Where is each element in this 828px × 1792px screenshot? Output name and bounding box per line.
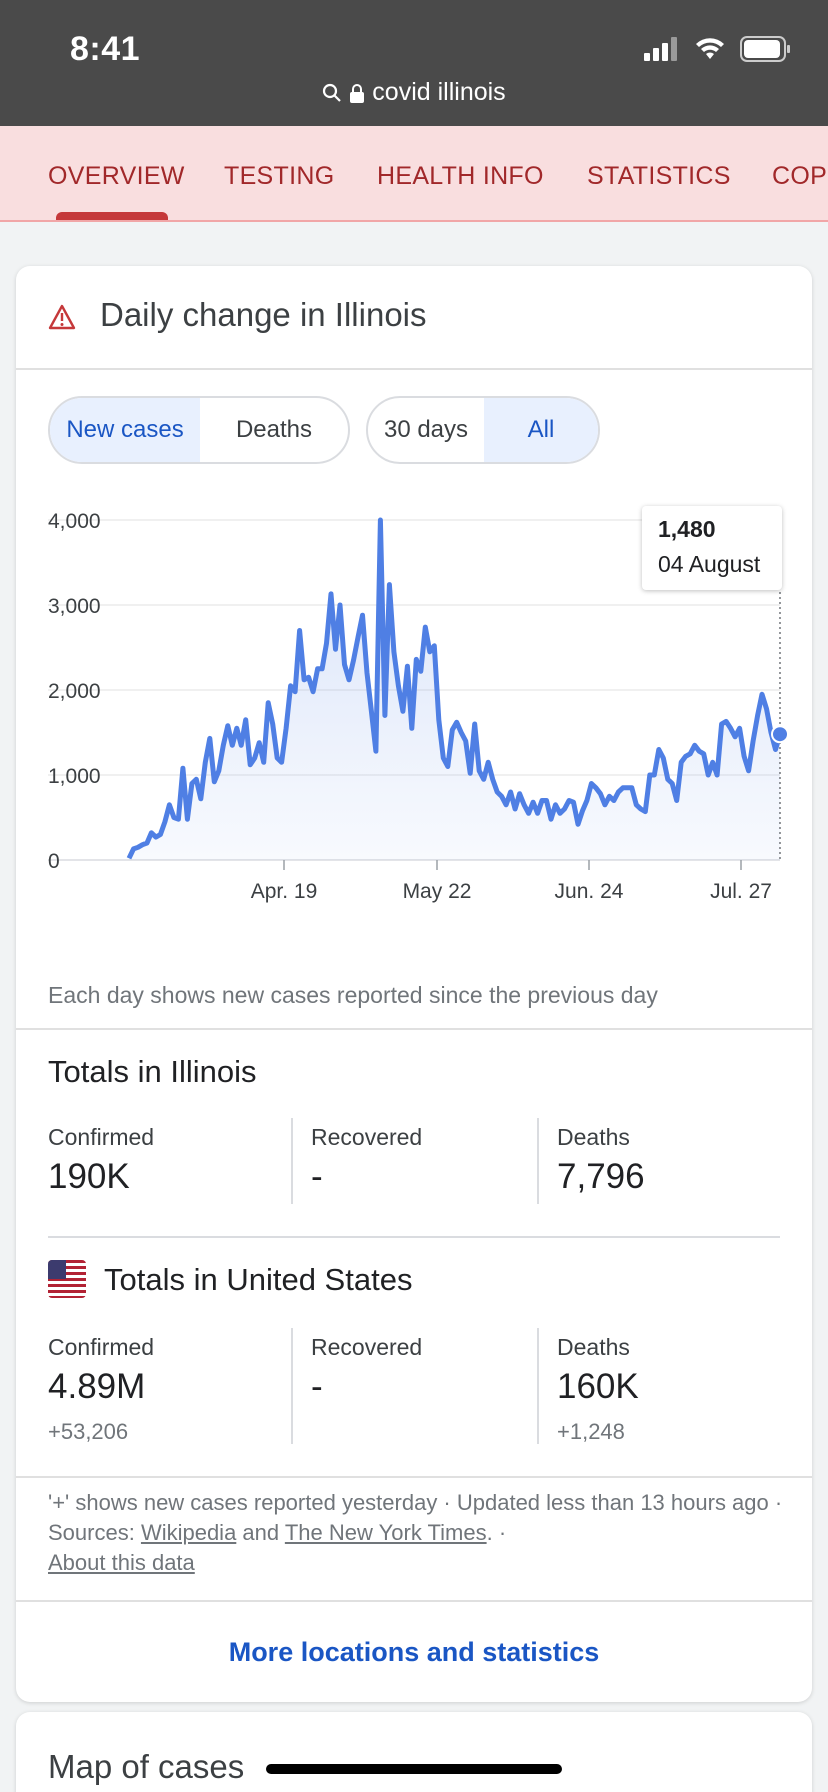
- wikipedia-link[interactable]: Wikipedia: [140, 1520, 237, 1545]
- illinois-deaths: Deaths 7,796: [557, 1124, 797, 1197]
- recovered-label: Recovered: [311, 1124, 423, 1150]
- x-tick-label: May 22: [403, 880, 472, 903]
- confirmed-value: 4.89M: [48, 1367, 146, 1406]
- footnote-text: '+' shows new cases reported yesterday ·…: [48, 1490, 783, 1545]
- search-icon: [323, 83, 342, 102]
- chart-tooltip: 1,480 04 August: [642, 506, 782, 590]
- deaths-value: 160K: [557, 1367, 639, 1406]
- wifi-icon: [696, 38, 724, 59]
- tab-health-info[interactable]: HEALTH INFO: [377, 162, 544, 190]
- deaths-button[interactable]: Deaths: [235, 416, 313, 443]
- url-text: covid illinois: [372, 78, 506, 106]
- x-tick-label: Apr. 19: [251, 880, 318, 903]
- confirmed-delta: +53,206: [48, 1419, 129, 1444]
- cases-area: [129, 520, 780, 860]
- topic-tabs: OVERVIEW TESTING HEALTH INFO STATISTICS …: [0, 126, 828, 222]
- map-title: Map of cases: [48, 1748, 245, 1785]
- more-locations-link[interactable]: More locations and statistics: [228, 1636, 600, 1667]
- divider: [16, 1028, 812, 1030]
- x-tick-label: Jul. 27: [710, 880, 772, 903]
- tab-overview[interactable]: OVERVIEW: [48, 162, 185, 190]
- y-tick-label: 4,000: [48, 510, 101, 533]
- cases-chart[interactable]: 4,000 3,000 2,000 1,000 0 Apr. 19 May 22 Jun. …: [16, 496, 812, 956]
- map-card: Map of cases: [16, 1712, 812, 1792]
- column-separator: [291, 1118, 293, 1204]
- sources-footnote: '+' shows new cases reported yesterday ·…: [48, 1488, 788, 1578]
- recovered-value: -: [311, 1367, 323, 1406]
- warning-icon: [48, 304, 76, 330]
- stats-card: Daily change in Illinois New cases Death…: [16, 266, 812, 1702]
- cases-line: [126, 517, 783, 860]
- footnote-and: and: [236, 1520, 285, 1545]
- us-deaths: Deaths 160K +1,248: [557, 1334, 797, 1445]
- us-flag-icon: [48, 1260, 86, 1298]
- tab-active-indicator: [56, 212, 168, 220]
- deaths-value: 7,796: [557, 1157, 645, 1196]
- tooltip-value: 1,480: [658, 516, 716, 542]
- column-separator: [291, 1328, 293, 1444]
- footnote-sep: . ·: [486, 1520, 507, 1545]
- y-tick-label: 2,000: [48, 680, 101, 703]
- url-bar[interactable]: covid illinois: [0, 78, 828, 107]
- range-toggle: 30 days All: [366, 396, 600, 464]
- confirmed-label: Confirmed: [48, 1124, 155, 1150]
- us-recovered: Recovered -: [311, 1334, 551, 1407]
- about-data-link[interactable]: About this data: [48, 1550, 195, 1575]
- chart-cursor-dot: [771, 725, 789, 744]
- recovered-value: -: [311, 1157, 323, 1196]
- x-tick-label: Jun. 24: [555, 880, 624, 903]
- y-tick-label: 0: [48, 850, 60, 873]
- chart-note: Each day shows new cases reported since …: [48, 982, 658, 1008]
- deaths-delta: +1,248: [557, 1419, 625, 1444]
- us-totals-title: Totals in United States: [104, 1262, 413, 1297]
- card-title: Daily change in Illinois: [100, 296, 427, 333]
- deaths-label: Deaths: [557, 1334, 630, 1360]
- y-tick-label: 3,000: [48, 595, 101, 618]
- section-divider: [48, 1236, 780, 1238]
- recovered-label: Recovered: [311, 1334, 423, 1360]
- tab-testing[interactable]: TESTING: [224, 162, 335, 190]
- illinois-confirmed: Confirmed 190K: [48, 1124, 288, 1197]
- divider: [16, 1476, 812, 1478]
- lock-icon: [350, 83, 365, 103]
- card-header: Daily change in Illinois: [16, 266, 812, 370]
- illinois-totals-title: Totals in Illinois: [48, 1054, 257, 1089]
- new-cases-button[interactable]: New cases: [50, 398, 200, 462]
- 30-days-button[interactable]: 30 days: [383, 416, 469, 443]
- nyt-link[interactable]: The New York Times: [284, 1520, 487, 1545]
- battery-icon: [740, 36, 790, 62]
- tab-coping[interactable]: COPING: [772, 162, 828, 190]
- status-bar: 8:41 covid illinois: [0, 0, 828, 126]
- home-indicator[interactable]: [266, 1764, 562, 1774]
- tab-statistics[interactable]: STATISTICS: [587, 162, 731, 190]
- divider: [16, 1600, 812, 1602]
- illinois-recovered: Recovered -: [311, 1124, 551, 1197]
- clock: 8:41: [70, 30, 141, 68]
- us-confirmed: Confirmed 4.89M +53,206: [48, 1334, 288, 1445]
- system-icons: [644, 36, 792, 62]
- deaths-label: Deaths: [557, 1124, 630, 1150]
- confirmed-value: 190K: [48, 1157, 130, 1196]
- all-button[interactable]: All: [484, 398, 598, 462]
- confirmed-label: Confirmed: [48, 1334, 155, 1360]
- column-separator: [537, 1118, 539, 1204]
- tooltip-date: 04 August: [658, 551, 761, 577]
- column-separator: [537, 1328, 539, 1444]
- metric-toggle: New cases Deaths: [48, 396, 350, 464]
- signal-icon: [644, 37, 677, 61]
- y-tick-label: 1,000: [48, 765, 101, 788]
